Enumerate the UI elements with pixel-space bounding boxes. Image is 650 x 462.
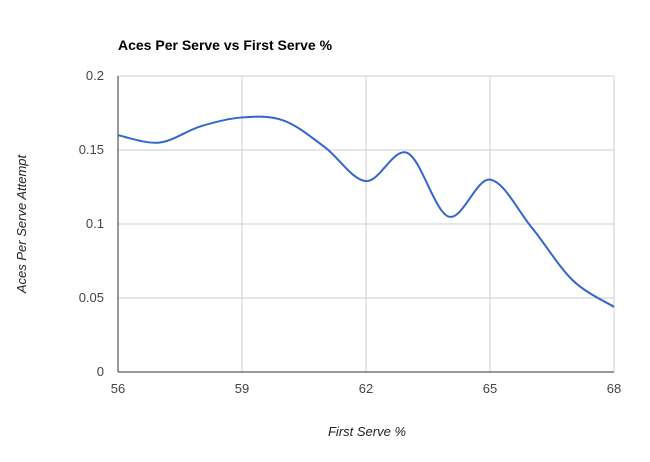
- x-tick-label: 56: [111, 381, 125, 396]
- y-tick-label: 0.15: [79, 142, 104, 157]
- y-tick-label: 0: [97, 364, 104, 379]
- x-axis-title: First Serve %: [328, 424, 406, 439]
- y-tick-label: 0.1: [86, 216, 104, 231]
- y-tick-label: 0.2: [86, 68, 104, 83]
- y-axis-title: Aces Per Serve Attempt: [14, 153, 29, 294]
- x-tick-label: 68: [607, 381, 621, 396]
- y-tick-labels: 0 0.05 0.1 0.15 0.2: [79, 68, 104, 379]
- y-tick-label: 0.05: [79, 290, 104, 305]
- series-line-0: [117, 115, 615, 308]
- chart-title: Aces Per Serve vs First Serve %: [118, 37, 333, 53]
- grid: [118, 75, 615, 372]
- x-tick-labels: 56 59 62 65 68: [111, 381, 621, 396]
- series-group: [117, 115, 615, 308]
- x-tick-label: 65: [483, 381, 497, 396]
- axes: [117, 76, 614, 373]
- x-tick-label: 62: [359, 381, 373, 396]
- x-tick-label: 59: [235, 381, 249, 396]
